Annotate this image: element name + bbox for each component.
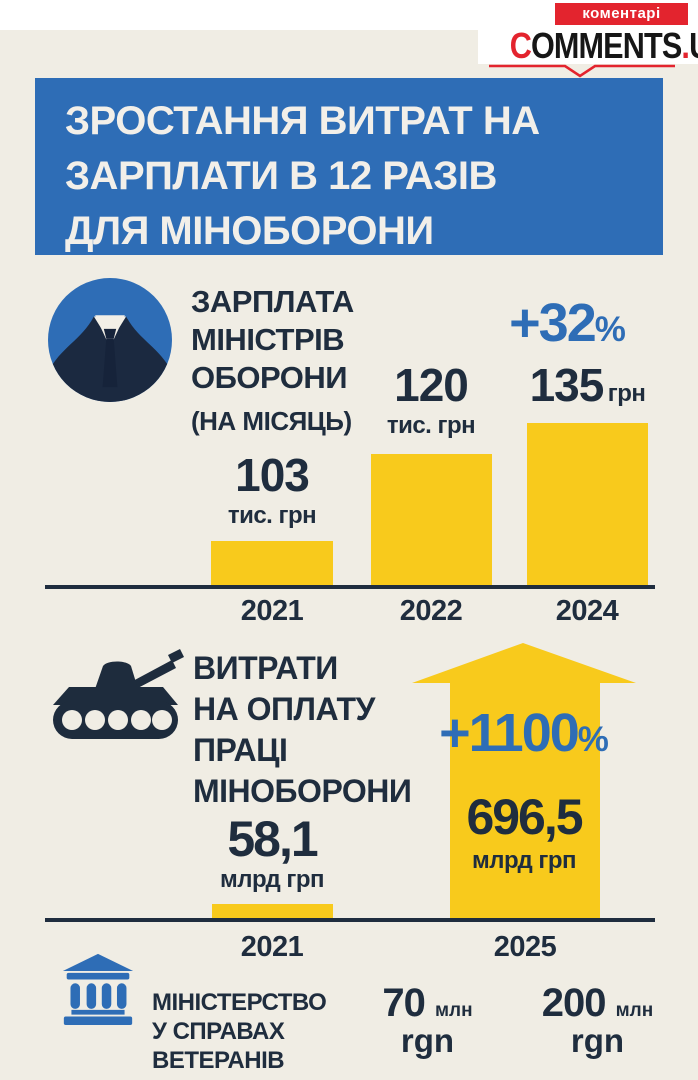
salary-bar-unit-2022: тис. грн	[386, 412, 476, 439]
brand-dot: .	[681, 25, 690, 66]
salary-year-2022: 2022	[399, 595, 463, 627]
salary-label-line-3: ОБОРОНИ	[191, 360, 348, 395]
brand-mid: OMMENTS	[530, 25, 682, 66]
brand-tld: UA	[689, 25, 698, 66]
brand-letter-c: C	[509, 25, 532, 66]
veterans-value-2025: 200 млн	[525, 983, 670, 1023]
salary-bar-value-2021: 103	[235, 449, 310, 501]
salary-growth-badge: +32%	[480, 296, 655, 350]
salary-year-2021: 2021	[240, 595, 304, 627]
salary-bar-value-2024: 135	[529, 359, 605, 411]
expenses-small-value: 58,1	[227, 811, 318, 867]
expenses-growth-value: +1100	[439, 703, 580, 763]
salary-bar-unit-2021: тис. грн	[227, 502, 317, 529]
salary-bar-value-2022: 120	[394, 359, 469, 411]
salary-bar-label-2024: 135 грн	[500, 362, 675, 408]
salary-axis-baseline	[45, 585, 655, 589]
expenses-year-2025: 2025	[493, 931, 557, 963]
brand-tag-label: коментарі	[582, 5, 661, 22]
salary-bar-unit-2024: грн	[607, 380, 646, 407]
expenses-section-label: ВИТРАТИ НА ОПЛАТУ ПРАЦІ МІНОБОРОНИ	[193, 648, 433, 812]
veterans-amount-2025: 200	[541, 981, 607, 1025]
expenses-growth-badge: +1100%	[400, 706, 648, 760]
tank-icon	[53, 649, 184, 739]
growth-arrow-up	[412, 643, 636, 922]
bank-building-icon	[62, 953, 134, 1026]
salary-bar-2024	[527, 423, 648, 588]
expenses-big-unit: млрд грп	[471, 847, 577, 874]
salary-growth-percent-sign: %	[594, 310, 626, 349]
salary-bar-2022	[371, 454, 492, 588]
expenses-big-value: 696,5	[466, 789, 583, 845]
veterans-currency-2025: rgn	[570, 1022, 625, 1059]
salary-section-label: ЗАРПЛАТА МІНІСТРІВ ОБОРОНИ (НА МІСЯЦЬ)	[191, 283, 411, 440]
salary-bar-2021	[211, 541, 333, 588]
page-title-line-3: ДЛЯ МІНОБОРОНИ	[65, 209, 434, 253]
veterans-amount-2021: 70	[382, 981, 425, 1025]
header-banner: ЗРОСТАННЯ ВИТРАТ НА ЗАРПЛАТИ В 12 РАЗІВ …	[35, 78, 663, 255]
expenses-year-2021: 2021	[240, 931, 304, 963]
brand-logo: COMMENTS.UA	[509, 25, 698, 67]
veterans-label-line-3: ВЕТЕРАНІВ	[152, 1047, 285, 1074]
veterans-ministry-label: МІНІСТЕРСТВО У СПРАВАХ ВЕТЕРАНІВ	[152, 988, 352, 1075]
veterans-unit-2025: млн	[615, 1000, 654, 1021]
expenses-axis-baseline	[45, 918, 655, 922]
suit-tie-icon	[48, 278, 172, 402]
salary-growth-value: +32	[509, 293, 597, 353]
brand-tag: коментарі	[555, 3, 688, 25]
page-title-line-1: ЗРОСТАННЯ ВИТРАТ НА	[65, 99, 540, 143]
expenses-small-unit: млрд грп	[219, 866, 325, 893]
salary-label-line-2: МІНІСТРІВ	[191, 322, 345, 357]
veterans-label-line-2: У СПРАВАХ	[152, 1018, 285, 1045]
expenses-bar-2021	[212, 904, 333, 920]
expenses-label-line-3: ПРАЦІ	[193, 732, 288, 768]
expenses-growth-percent-sign: %	[577, 720, 609, 759]
page-title-line-2: ЗАРПЛАТИ В 12 РАЗІВ	[65, 154, 497, 198]
salary-year-2024: 2024	[555, 595, 619, 627]
expenses-label-line-1: ВИТРАТИ	[193, 650, 338, 686]
salary-label-note: (НА МІСЯЦЬ)	[191, 406, 352, 436]
veterans-label-line-1: МІНІСТЕРСТВО	[152, 989, 327, 1016]
veterans-value-2021: 70 млн	[360, 983, 495, 1023]
logo-pointer-line	[489, 64, 675, 78]
veterans-currency-2021: rgn	[400, 1022, 455, 1059]
veterans-unit-2021: млн	[435, 1000, 473, 1021]
salary-label-line-1: ЗАРПЛАТА	[191, 284, 354, 319]
expenses-label-line-2: НА ОПЛАТУ	[193, 691, 375, 727]
expenses-label-line-4: МІНОБОРОНИ	[193, 773, 412, 809]
